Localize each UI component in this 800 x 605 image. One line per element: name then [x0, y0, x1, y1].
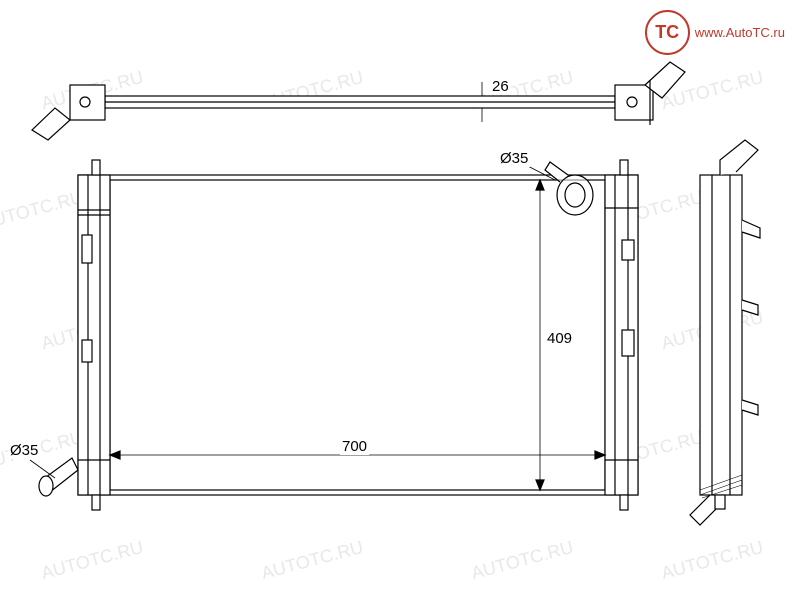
top-view — [32, 62, 685, 140]
dim-inlet-diameter: Ø35 — [498, 150, 530, 167]
side-view — [690, 140, 760, 525]
dim-height: 409 — [545, 330, 574, 347]
dim-outlet-diameter: Ø35 — [8, 442, 40, 459]
dim-width: 700 — [340, 438, 369, 455]
radiator-technical-drawing: 26 Ø35 409 700 Ø35 — [0, 0, 800, 600]
drawing-svg — [0, 0, 800, 600]
dim-thickness: 26 — [490, 78, 511, 95]
